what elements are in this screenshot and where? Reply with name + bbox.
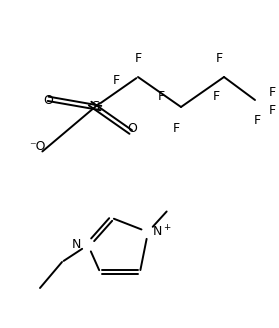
Text: N: N (72, 238, 81, 252)
Text: O: O (43, 93, 53, 107)
Text: F: F (134, 52, 141, 66)
Text: S: S (91, 100, 99, 113)
Text: F: F (172, 122, 180, 135)
Text: N$^+$: N$^+$ (152, 224, 172, 240)
Text: F: F (268, 86, 276, 98)
Text: F: F (157, 91, 165, 104)
Text: F: F (268, 104, 276, 116)
Text: F: F (112, 74, 120, 88)
Text: F: F (212, 91, 220, 104)
Text: F: F (253, 113, 261, 127)
Text: F: F (215, 52, 223, 66)
Text: ⁻O: ⁻O (30, 140, 46, 154)
Text: O: O (127, 121, 137, 134)
